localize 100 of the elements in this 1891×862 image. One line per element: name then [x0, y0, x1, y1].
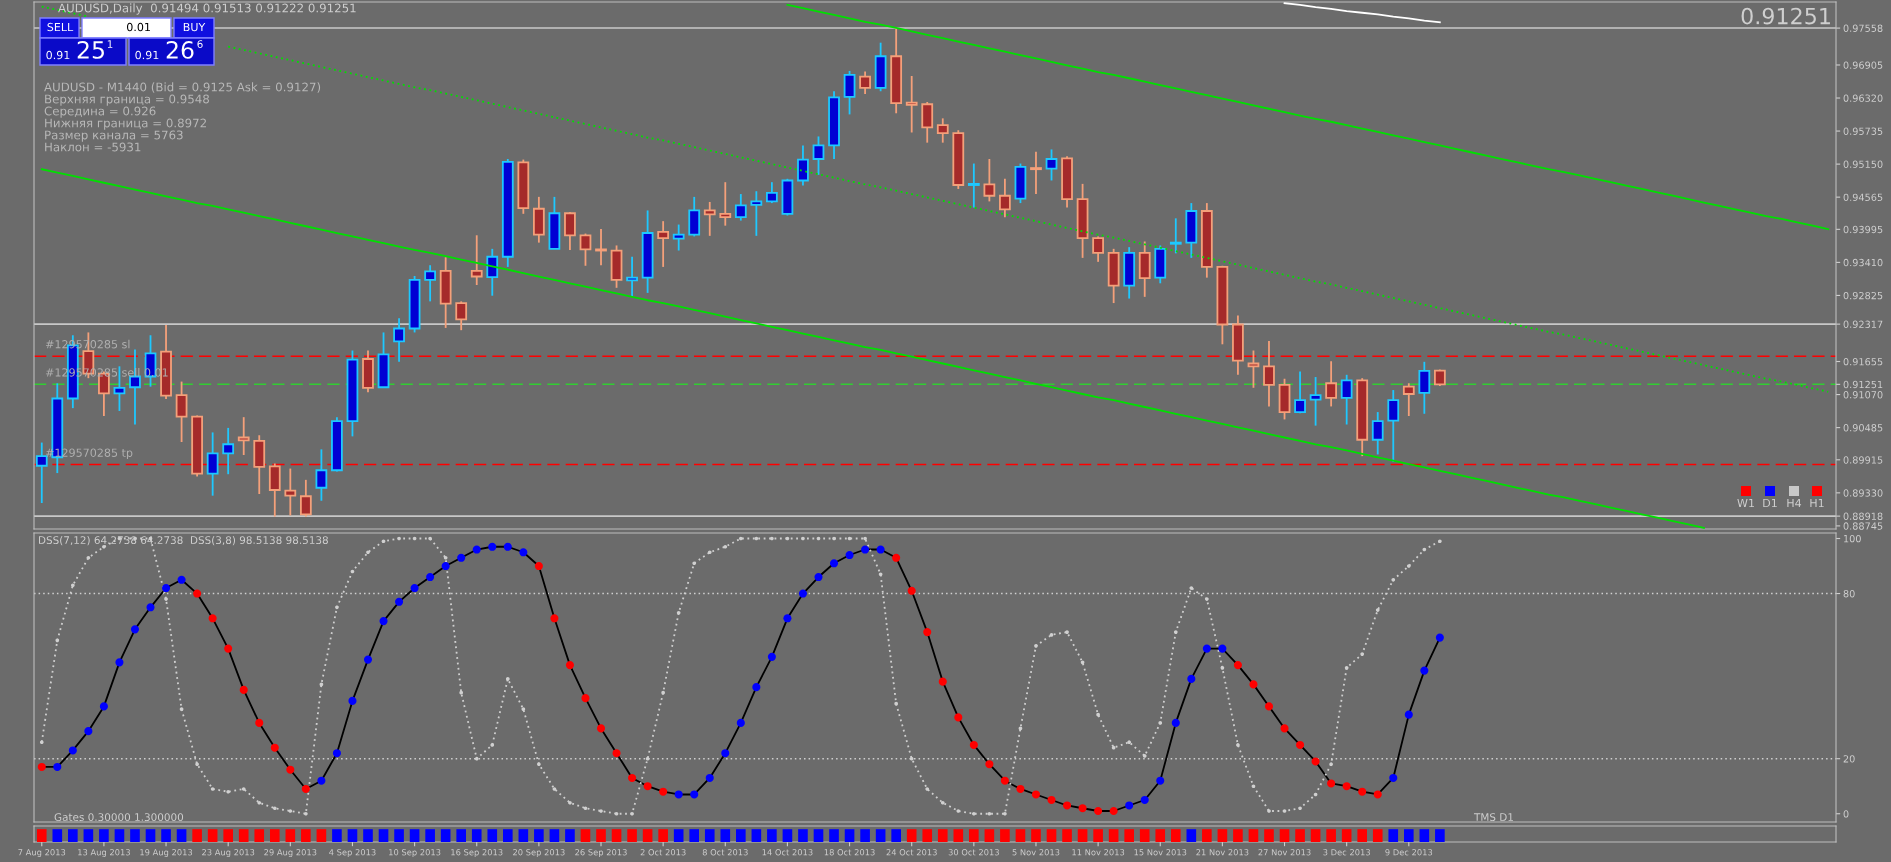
x-tick-label: 9 Dec 2013: [1385, 849, 1433, 856]
annotation: Размер канала = 5763: [45, 130, 183, 142]
y-tick-label: 0.93995: [1843, 225, 1883, 234]
candlestick: [1263, 340, 1275, 408]
candlestick: [206, 431, 219, 497]
annotation: BUY: [183, 22, 206, 32]
candlestick: [1294, 370, 1306, 415]
candlestick: [1402, 382, 1415, 417]
candlestick: [626, 255, 638, 298]
candlestick: [1371, 411, 1384, 456]
candlestick: [424, 264, 437, 303]
candlestick: [393, 317, 405, 363]
annotation: H4: [1787, 498, 1802, 508]
candlestick: [1309, 376, 1322, 427]
annotation: 0.91251: [1741, 7, 1830, 25]
candlestick: [734, 193, 747, 222]
x-tick-label: 29 Aug 2013: [264, 849, 317, 858]
y-tick-label: 0.94565: [1843, 193, 1883, 201]
annotation: W1: [1737, 498, 1754, 508]
annotation: Gates 0.30000 1.300000: [54, 813, 184, 822]
candlestick: [35, 441, 48, 504]
x-tick-label: 2 Oct 2013: [640, 849, 686, 856]
candlestick: [1030, 150, 1042, 195]
annotation: 6: [197, 40, 203, 49]
annotation: D1: [1763, 498, 1777, 508]
annotation: Середина = 0.926: [44, 106, 156, 118]
y-tick-label: 80: [1843, 590, 1855, 598]
x-tick-label: 3 Dec 2013: [1323, 849, 1370, 856]
x-tick-label: 24 Oct 2013: [886, 849, 937, 856]
x-tick-label: 5 Nov 2013: [1012, 849, 1060, 856]
candlestick: [967, 162, 980, 209]
candlestick: [797, 144, 809, 187]
candlestick: [470, 234, 483, 286]
x-tick-label: 18 Oct 2013: [824, 849, 875, 856]
candlestick: [595, 228, 607, 267]
x-tick-label: 26 Sep 2013: [575, 849, 627, 858]
annotation: 0.91: [135, 50, 159, 60]
candlestick: [719, 181, 732, 227]
annotation: H1: [1810, 498, 1824, 508]
candlestick: [579, 232, 592, 267]
y-tick-label: 0.93410: [1843, 258, 1883, 267]
candlestick: [1340, 373, 1353, 426]
candlestick: [284, 467, 297, 517]
x-tick-label: 30 Oct 2013: [948, 849, 999, 856]
candlestick: [999, 177, 1011, 219]
x-tick-label: 8 Oct 2013: [702, 849, 748, 856]
annotation: SELL: [47, 22, 74, 32]
candlestick: [921, 101, 934, 144]
candlestick: [859, 70, 871, 95]
y-tick-label: 100: [1844, 534, 1861, 543]
candlestick: [657, 220, 670, 268]
y-tick-label: 0.91070: [1843, 391, 1883, 399]
candlestick: [1387, 389, 1400, 463]
x-tick-label: 21 Nov 2013: [1196, 849, 1249, 856]
chart-title: AUDUSD,Daily 0.91494 0.91513 0.91222 0.91251: [58, 3, 356, 15]
y-tick-label: 0.88918: [1843, 512, 1883, 520]
candlestick: [1418, 360, 1431, 415]
y-tick-label: 0.89330: [1843, 489, 1883, 497]
candlestick: [455, 300, 468, 332]
candlestick: [905, 75, 918, 134]
x-tick-label: 7 Aug 2013: [18, 849, 66, 858]
candlestick: [843, 70, 856, 116]
annotation: TMS D1: [1473, 813, 1513, 822]
candlestick: [1325, 360, 1338, 408]
annotation: 1: [107, 40, 113, 48]
candlestick: [936, 117, 949, 144]
candlestick: [268, 462, 281, 518]
annotation: Нижняя граница = 0.8972: [45, 118, 206, 130]
x-tick-label: 4 Sep 2013: [329, 849, 376, 858]
x-tick-label: 20 Sep 2013: [513, 849, 565, 858]
candlestick: [237, 416, 250, 456]
x-tick-label: 11 Nov 2013: [1072, 849, 1125, 856]
candlestick: [486, 247, 499, 297]
x-tick-label: 14 Oct 2013: [762, 849, 813, 856]
y-tick-label: 0.91251: [1843, 380, 1883, 389]
annotation: 0.91: [46, 50, 70, 60]
candlestick: [812, 135, 825, 176]
candlestick: [703, 201, 716, 237]
y-tick-label: 0.88745: [1843, 522, 1883, 530]
candlestick: [564, 211, 576, 251]
x-tick-label: 10 Sep 2013: [389, 849, 441, 858]
y-tick-label: 0.91655: [1843, 358, 1883, 366]
annotation: 26: [166, 40, 194, 59]
x-tick-label: 15 Nov 2013: [1134, 849, 1187, 856]
y-tick-label: 0.92825: [1843, 291, 1883, 300]
x-tick-label: 19 Aug 2013: [140, 849, 193, 858]
y-tick-label: 0.90485: [1843, 424, 1883, 432]
y-tick-label: 0.95735: [1843, 127, 1883, 135]
line-series: [40, 168, 1705, 529]
x-tick-label: 27 Nov 2013: [1258, 849, 1311, 856]
candlestick: [1045, 148, 1058, 182]
y-tick-label: 0: [1843, 810, 1849, 818]
line-series: [786, 3, 1830, 230]
candlestick: [672, 223, 685, 252]
candlestick: [299, 478, 312, 518]
y-tick-label: 0.97558: [1843, 24, 1883, 32]
annotation: AUDUSD - M1440 (Bid = 0.9125 Ask = 0.9127): [44, 82, 321, 93]
x-tick-label: 23 Aug 2013: [202, 849, 255, 858]
candlestick: [983, 158, 996, 203]
candlestick: [222, 426, 235, 476]
